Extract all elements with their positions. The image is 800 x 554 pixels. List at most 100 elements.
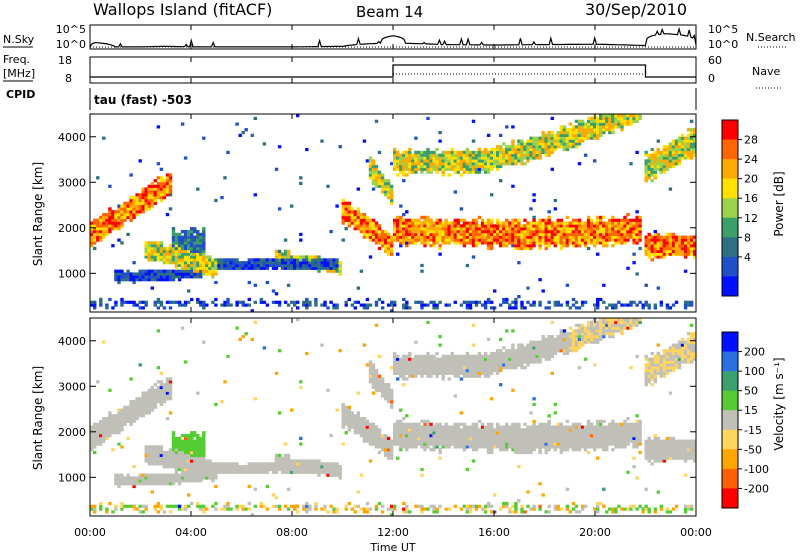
- velocity-cell: [414, 366, 418, 370]
- power-cell: [444, 235, 448, 239]
- power-cell: [635, 272, 639, 276]
- power-cell: [693, 136, 697, 140]
- velocity-cell: [508, 434, 512, 438]
- power-cell: [602, 238, 606, 242]
- power-cell: [620, 232, 624, 236]
- power-cell: [132, 201, 136, 205]
- power-cell: [465, 156, 470, 160]
- velocity-cell: [362, 417, 367, 421]
- power-cell: [350, 210, 354, 214]
- velocity-cell: [190, 453, 194, 457]
- power-cell: [556, 238, 560, 242]
- power-cell: [686, 150, 691, 154]
- velocity-cell: [180, 507, 185, 511]
- velocity-cell: [477, 419, 482, 423]
- velocity-cell: [456, 354, 460, 358]
- power-cell: [374, 230, 379, 234]
- power-cell: [547, 241, 551, 245]
- power-cell: [517, 156, 521, 160]
- power-cell: [635, 215, 639, 219]
- power-cell: [426, 303, 430, 307]
- velocity-cell: [335, 465, 339, 469]
- power-cell: [408, 230, 412, 234]
- velocity-cell: [138, 411, 142, 415]
- power-cell: [529, 303, 533, 307]
- power-cell: [499, 241, 503, 245]
- power-cell: [99, 224, 103, 228]
- velocity-cell: [296, 459, 300, 463]
- power-cell: [532, 241, 536, 245]
- power-cell: [693, 147, 697, 152]
- power-cell: [411, 167, 415, 171]
- velocity-cell: [238, 470, 242, 474]
- velocity-cell: [408, 366, 412, 370]
- velocity-cell: [265, 467, 270, 472]
- velocity-cell: [390, 439, 394, 443]
- power-cell: [535, 230, 539, 234]
- power-cell: [426, 221, 430, 225]
- power-cell: [686, 136, 691, 140]
- power-cell: [590, 133, 594, 137]
- velocity-cell: [474, 428, 479, 432]
- power-cell: [520, 139, 524, 143]
- power-cell: [359, 224, 364, 228]
- velocity-cell: [177, 473, 182, 477]
- power-cell: [693, 131, 697, 135]
- power-cell: [468, 230, 473, 234]
- power-cell: [650, 179, 654, 183]
- power-cell: [450, 162, 454, 166]
- power-cell: [208, 272, 212, 276]
- power-cell: [174, 232, 179, 236]
- velocity-cell: [471, 434, 476, 438]
- power-cell: [135, 278, 139, 282]
- power-cell: [659, 246, 663, 251]
- power-cell: [305, 300, 309, 304]
- velocity-cell: [441, 445, 445, 449]
- power-cell: [577, 119, 582, 123]
- power-cell: [202, 227, 206, 231]
- power-cell: [393, 224, 397, 228]
- velocity-cell: [435, 445, 439, 449]
- power-cell: [405, 235, 409, 239]
- power-cell: [156, 269, 161, 273]
- power-cell: [520, 224, 524, 228]
- power-cell: [571, 131, 576, 135]
- velocity-cell: [432, 442, 436, 446]
- velocity-cell: [93, 439, 97, 443]
- power-cell: [429, 230, 433, 234]
- power-cell: [274, 266, 279, 270]
- power-cell: [335, 306, 339, 310]
- power-cell: [483, 230, 488, 234]
- power-cell: [159, 303, 164, 307]
- power-cell: [220, 266, 224, 270]
- velocity-cell: [371, 371, 376, 375]
- power-cell: [623, 218, 627, 222]
- power-cell: [520, 303, 524, 307]
- velocity-cell: [496, 349, 500, 353]
- velocity-cell: [341, 417, 345, 421]
- velocity-cell: [474, 425, 479, 429]
- power-cell: [635, 119, 639, 123]
- power-cell: [462, 227, 467, 231]
- velocity-cell: [368, 366, 373, 370]
- power-cell: [671, 147, 676, 152]
- velocity-cell: [135, 507, 139, 511]
- power-cell: [447, 164, 451, 169]
- power-cell: [396, 238, 400, 242]
- power-cell: [532, 136, 536, 140]
- power-cell: [190, 275, 194, 279]
- power-cell: [526, 139, 530, 143]
- power-cell: [265, 280, 270, 285]
- power-cell: [441, 170, 445, 174]
- velocity-cell: [187, 476, 191, 480]
- velocity-cell: [341, 414, 345, 418]
- power-cell: [356, 224, 360, 228]
- velocity-cell: [429, 422, 433, 426]
- power-cell: [399, 159, 403, 163]
- power-cell: [232, 261, 236, 265]
- power-cell: [211, 263, 215, 268]
- velocity-cell: [183, 470, 188, 474]
- power-cell: [383, 193, 388, 197]
- power-cell: [396, 156, 400, 160]
- freq-label: Freq.: [3, 53, 30, 66]
